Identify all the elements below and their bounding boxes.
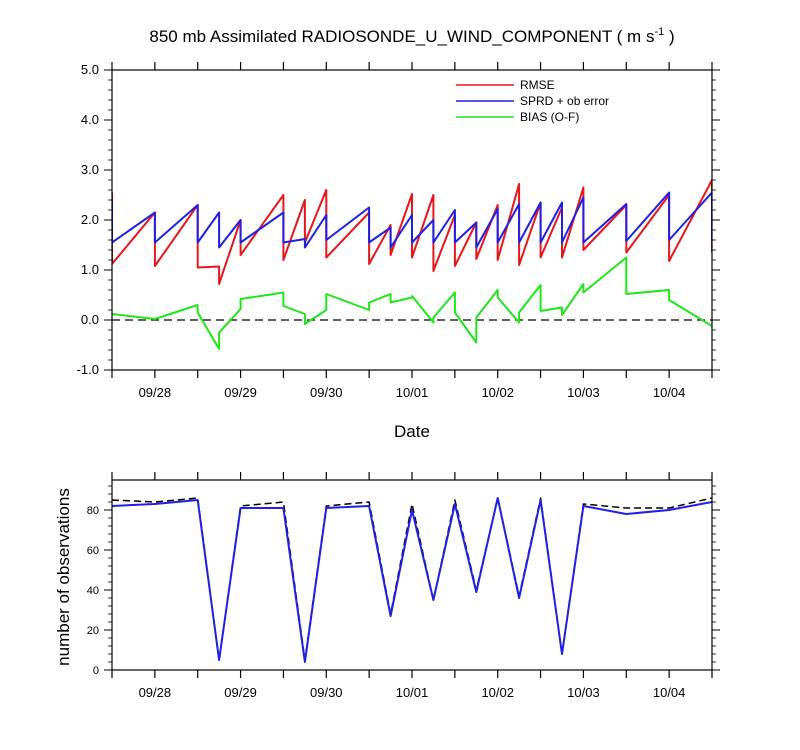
y-tick-label: 0	[93, 665, 99, 677]
x-tick-label: 10/01	[396, 385, 429, 400]
y-tick-label: 60	[87, 545, 99, 557]
chart-title-superscript: -1	[654, 26, 664, 38]
series-line-used	[112, 497, 712, 663]
y-tick-label: 2.0	[81, 212, 99, 227]
top-chart: 850 mb Assimilated RADIOSONDE_U_WIND_COM…	[77, 26, 720, 441]
x-tick-label: 10/02	[481, 385, 514, 400]
x-tick-label: 10/04	[653, 685, 686, 700]
legend-label: RMSE	[520, 78, 555, 92]
y-tick-label: 20	[87, 625, 99, 637]
y-tick-label: 5.0	[81, 62, 99, 77]
y-tick-label: 40	[87, 585, 99, 597]
x-tick-label: 10/04	[653, 385, 686, 400]
y-tick-label: 1.0	[81, 262, 99, 277]
x-tick-label: 10/01	[396, 685, 429, 700]
legend-label: SPRD + ob error	[520, 94, 609, 108]
series-line-sprd-ob-error	[112, 191, 712, 249]
y-tick-label: 3.0	[81, 162, 99, 177]
chart-title-main: 850 mb Assimilated RADIOSONDE_U_WIND_COM…	[149, 27, 654, 46]
x-tick-label: 09/28	[139, 385, 172, 400]
series-line-possible	[112, 497, 712, 661]
legend-label: BIAS (O-F)	[520, 110, 579, 124]
x-tick-label: 09/29	[224, 685, 257, 700]
y-axis-title-observations: number of observations	[54, 488, 73, 666]
x-tick-label: 10/03	[567, 385, 600, 400]
bottom-plot-frame	[111, 479, 713, 671]
chart-title-close: )	[664, 27, 674, 46]
y-tick-label: 4.0	[81, 112, 99, 127]
x-tick-label: 09/30	[310, 685, 343, 700]
y-tick-label: 80	[87, 505, 99, 517]
chart-title: 850 mb Assimilated RADIOSONDE_U_WIND_COM…	[149, 26, 674, 46]
x-tick-label: 10/02	[481, 685, 514, 700]
series-line-bias-o-f	[112, 256, 712, 350]
y-tick-label: 0.0	[81, 312, 99, 327]
x-tick-label: 10/03	[567, 685, 600, 700]
x-tick-label: 09/29	[224, 385, 257, 400]
x-tick-label: 09/30	[310, 385, 343, 400]
x-tick-label: 09/28	[139, 685, 172, 700]
y-tick-label: -1.0	[77, 362, 99, 377]
x-axis-title: Date	[394, 422, 430, 441]
bottom-chart: 80 60 40 20 0 09/28 09/29 09/30 10/01 10/02 10/03…	[54, 472, 720, 700]
